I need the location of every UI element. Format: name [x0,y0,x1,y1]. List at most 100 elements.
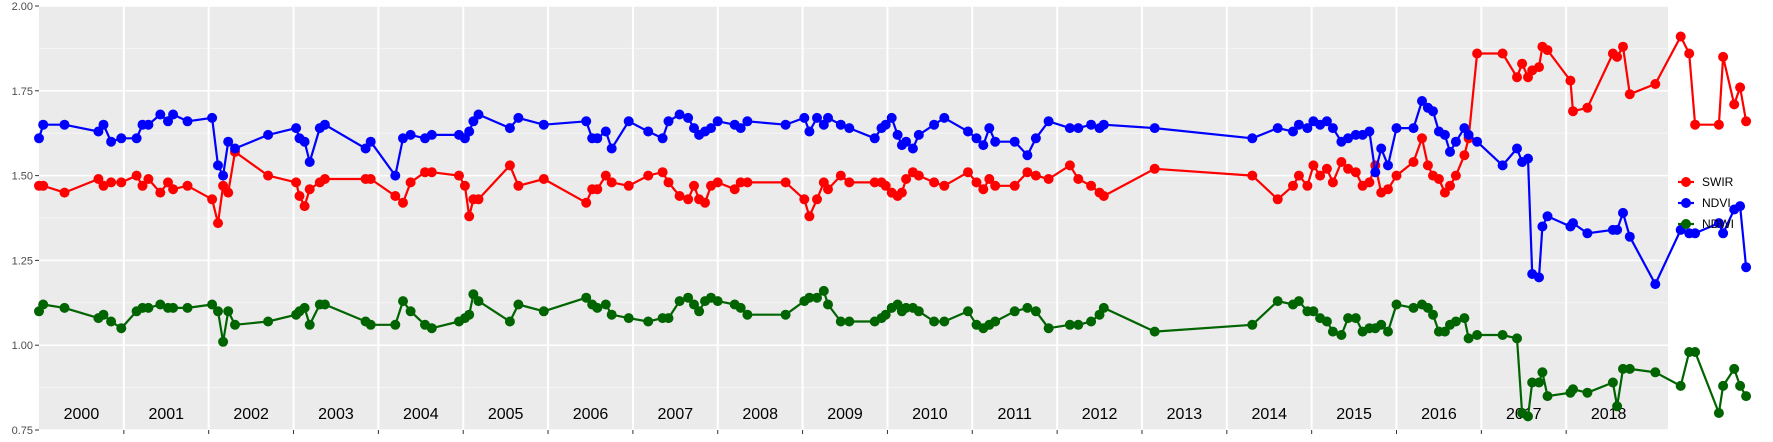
legend-label: NDVI [1702,196,1731,210]
data-point [1459,313,1470,324]
data-point [869,133,880,144]
data-point [426,129,437,140]
data-point [907,143,918,154]
data-point [1022,150,1033,161]
data-point [137,180,148,191]
data-point [1433,174,1444,184]
series-ndwi [34,285,1752,422]
data-point [1675,380,1686,391]
data-point [504,123,515,134]
data-point [1030,170,1041,181]
data-point [426,323,437,334]
data-point [405,177,416,188]
data-point [1459,150,1470,161]
data-point [1690,119,1701,130]
data-point [1086,180,1097,191]
y-tick-label: 1.00 [12,340,33,352]
data-point [1009,136,1020,147]
year-label: 2004 [403,406,439,423]
data-point [1650,79,1661,89]
data-point [683,194,694,205]
data-point [978,184,989,195]
legend-key-point [1681,177,1691,187]
data-point [1497,48,1508,59]
data-point [694,306,705,317]
data-point [780,309,791,320]
data-point [459,180,470,191]
data-point [116,133,127,144]
data-point [143,119,154,130]
data-point [1512,72,1522,83]
data-point [657,167,668,178]
data-point [98,180,109,191]
data-point [1408,157,1419,167]
grid [39,5,1668,431]
data-point [886,112,897,123]
data-point [182,116,193,127]
data-point [473,109,484,120]
data-point [844,177,855,188]
year-labels: 2000 2001 2002 2003 2004 2005 2006 2007 2008 2009… [64,406,1627,423]
data-point [468,289,479,300]
data-point [223,136,234,147]
data-point [365,319,376,330]
data-point [390,191,401,201]
data-point [468,116,479,127]
year-label: 2016 [1421,406,1457,423]
data-point [207,112,218,123]
data-point [365,136,376,147]
data-point [913,170,924,181]
data-point [1612,51,1623,62]
data-point [1408,123,1419,134]
data-point [1417,96,1427,106]
data-point [1582,102,1593,113]
data-point [213,306,223,317]
data-point [398,296,408,307]
data-point [712,116,723,127]
data-point [1064,319,1075,330]
x-axis-ticks [123,430,1567,434]
data-point [1343,133,1354,144]
data-point [913,306,924,317]
data-point [213,160,223,171]
y-tick-label: 1.75 [12,86,33,98]
data-point [674,296,685,307]
data-point [913,129,924,140]
data-point [106,177,117,188]
data-point [1043,323,1054,334]
data-point [1350,313,1361,324]
data-point [163,177,173,188]
data-point [1022,167,1033,178]
data-point [1537,221,1548,232]
data-point [1618,41,1628,52]
data-point [984,174,995,184]
data-point [1336,330,1347,340]
data-point [168,302,179,313]
data-point [304,184,315,195]
data-point [623,180,634,191]
data-point [1149,123,1160,134]
data-point [1512,333,1522,344]
data-point [1315,170,1326,181]
data-point [182,180,193,191]
data-point [1149,163,1160,174]
data-point [1376,319,1387,330]
data-point [1534,377,1544,388]
data-point [1009,180,1020,191]
data-point [929,119,940,130]
data-point [939,180,950,191]
data-point [538,306,549,317]
data-point [1343,313,1354,324]
data-point [1293,119,1304,130]
data-point [1022,302,1033,313]
series-layer [34,31,1752,422]
data-point [1073,123,1084,134]
year-label: 2003 [318,406,354,423]
y-tick-label: 2.00 [12,1,33,13]
data-point [929,316,940,327]
data-point [299,302,310,313]
data-point [1463,333,1474,344]
data-point [963,167,973,178]
data-point [106,316,117,327]
data-point [1321,116,1332,127]
